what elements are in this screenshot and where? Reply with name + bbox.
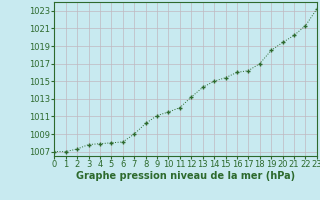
X-axis label: Graphe pression niveau de la mer (hPa): Graphe pression niveau de la mer (hPa) xyxy=(76,171,295,181)
